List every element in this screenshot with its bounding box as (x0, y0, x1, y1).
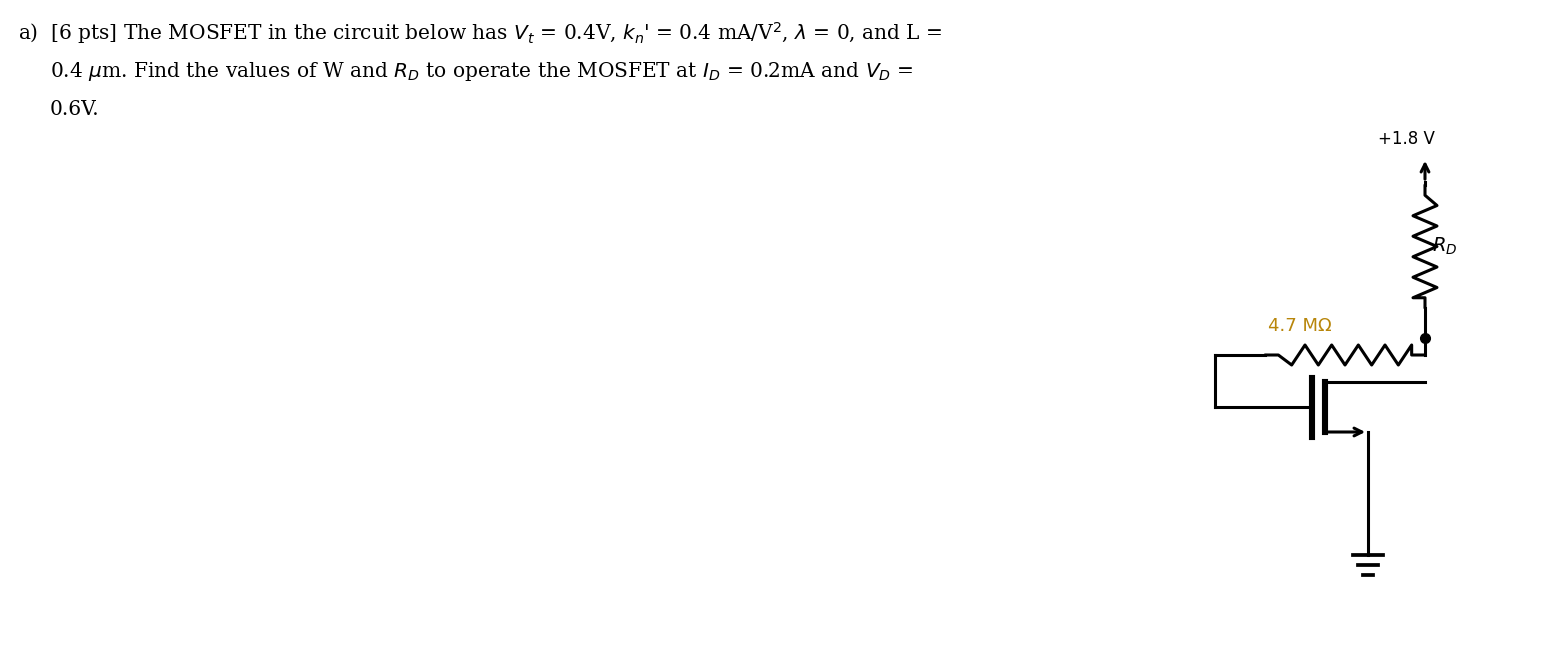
Text: 0.6V.: 0.6V. (49, 100, 100, 119)
Text: a)  [6 pts] The MOSFET in the circuit below has $V_t$ = 0.4V, $k_n$' = 0.4 mA/V$: a) [6 pts] The MOSFET in the circuit bel… (19, 20, 942, 46)
Text: $R_D$: $R_D$ (1433, 236, 1457, 257)
Text: 0.4 $\mu$m. Find the values of W and $R_D$ to operate the MOSFET at $I_D$ = 0.2m: 0.4 $\mu$m. Find the values of W and $R_… (49, 60, 913, 83)
Text: +1.8 V: +1.8 V (1379, 130, 1436, 148)
Text: 4.7 MΩ: 4.7 MΩ (1268, 317, 1332, 335)
